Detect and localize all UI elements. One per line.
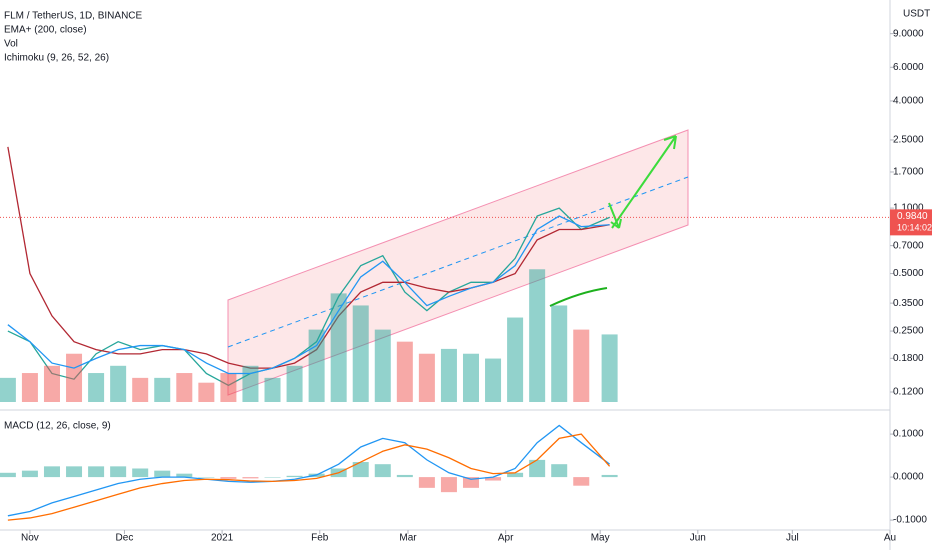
y-tick-label: 2.5000 xyxy=(893,135,924,146)
bar xyxy=(396,341,413,402)
last-price-box xyxy=(890,209,932,236)
x-tick-label: Jul xyxy=(786,533,799,544)
bar xyxy=(286,475,303,478)
bar xyxy=(440,477,457,493)
bar xyxy=(308,329,325,402)
last-price-label: 0.9840 xyxy=(897,211,928,222)
bar xyxy=(573,329,590,402)
y-tick-label: -0.1000 xyxy=(893,515,927,526)
curve xyxy=(549,287,608,307)
x-tick-label: Apr xyxy=(498,533,514,544)
y-tick-label: 0.3500 xyxy=(893,298,924,309)
bar xyxy=(286,365,303,402)
bar xyxy=(573,477,590,486)
bar xyxy=(21,470,38,478)
legend-entry: FLM / TetherUS, 1D, BINANCE xyxy=(4,11,143,22)
bar xyxy=(242,365,259,402)
y-tick-label: 1.7000 xyxy=(893,167,924,178)
bar xyxy=(220,477,237,479)
y-tick-label: 0.0000 xyxy=(893,472,924,483)
bar xyxy=(529,459,546,478)
bar xyxy=(132,468,149,478)
y-tick-label: 9.0000 xyxy=(893,28,924,39)
series-line xyxy=(7,146,610,369)
arrow-up xyxy=(611,135,677,229)
y-unit: USDT xyxy=(903,9,930,20)
bar xyxy=(110,466,127,478)
bar xyxy=(551,464,568,478)
bar xyxy=(66,466,83,478)
bar xyxy=(551,305,568,402)
bar xyxy=(485,358,502,402)
series-line xyxy=(7,215,610,375)
bar xyxy=(462,477,479,488)
bar xyxy=(462,353,479,402)
bar xyxy=(43,365,60,402)
x-tick-label: Feb xyxy=(311,533,329,544)
y-tick-label: 6.0000 xyxy=(893,62,924,73)
bar xyxy=(66,353,83,402)
bar xyxy=(242,477,259,479)
bar xyxy=(374,464,391,478)
bar xyxy=(220,373,237,402)
bar xyxy=(507,317,524,402)
bar xyxy=(440,348,457,402)
bar xyxy=(43,466,60,478)
x-tick-label: Au xyxy=(884,533,896,544)
bar xyxy=(176,373,193,402)
x-tick-label: Dec xyxy=(116,533,134,544)
bar xyxy=(132,377,149,402)
y-tick-label: 0.1200 xyxy=(893,387,924,398)
y-tick-label: 0.2500 xyxy=(893,326,924,337)
legend-entry: Ichimoku (9, 26, 52, 26) xyxy=(4,53,109,64)
y-tick-label: 4.0000 xyxy=(893,96,924,107)
y-tick-label: 0.1800 xyxy=(893,353,924,364)
legend-entry: Vol xyxy=(4,39,18,50)
bar xyxy=(507,472,524,478)
countdown: 10:14:02 xyxy=(897,223,932,233)
bar xyxy=(485,477,502,481)
series-line xyxy=(7,207,610,387)
bar xyxy=(374,329,391,402)
bar xyxy=(352,305,369,402)
bar xyxy=(330,293,347,402)
x-tick-label: 2021 xyxy=(211,533,234,544)
x-tick-label: May xyxy=(591,533,610,544)
y-tick-label: 0.5000 xyxy=(893,268,924,279)
bar xyxy=(176,473,193,478)
legend-entry: MACD (12, 26, close, 9) xyxy=(4,421,111,432)
bar xyxy=(154,377,171,402)
series-line xyxy=(7,433,611,521)
bar xyxy=(601,474,618,478)
legend-entry: EMA+ (200, close) xyxy=(4,25,87,36)
bar xyxy=(110,365,127,402)
bar xyxy=(529,269,546,402)
bar xyxy=(88,466,105,478)
bar xyxy=(264,477,281,478)
y-tick-label: 0.7000 xyxy=(893,240,924,251)
x-tick-label: Jun xyxy=(690,533,706,544)
y-tick-label: 1.1000 xyxy=(893,203,924,214)
bar xyxy=(352,462,369,478)
bar xyxy=(0,472,16,478)
arrow-down xyxy=(608,202,622,229)
x-tick-label: Mar xyxy=(399,533,417,544)
bar xyxy=(418,353,435,402)
bar xyxy=(154,470,171,478)
bar xyxy=(264,377,281,402)
x-tick-label: Nov xyxy=(21,533,39,544)
bar xyxy=(396,474,413,478)
bar xyxy=(198,477,215,478)
bar xyxy=(21,373,38,402)
bar xyxy=(601,334,618,402)
bar xyxy=(88,373,105,402)
bar xyxy=(418,477,435,488)
y-tick-label: 0.1000 xyxy=(893,429,924,440)
channel-mid xyxy=(227,176,689,348)
bar xyxy=(198,382,215,402)
bar xyxy=(0,377,16,402)
